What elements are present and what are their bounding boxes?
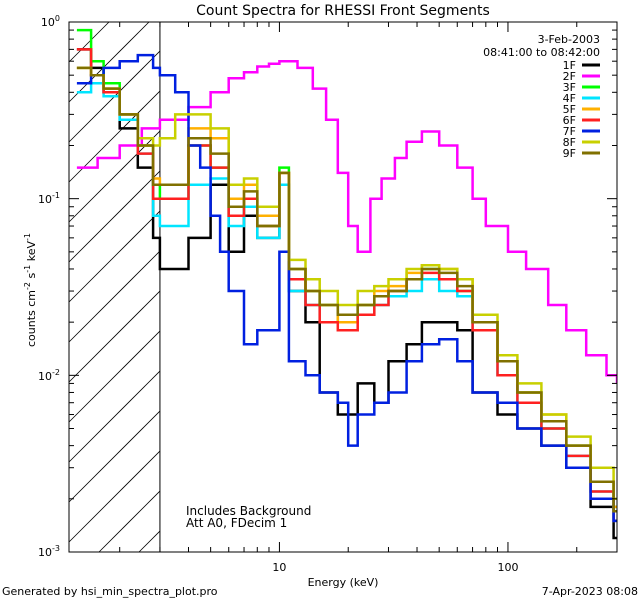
y-tick-label-0: 100 xyxy=(41,14,60,29)
hatch-line xyxy=(68,290,161,383)
annotation-background: Includes Background xyxy=(186,504,311,518)
x-tick-label-100: 100 xyxy=(497,561,518,574)
footer-timestamp: 7-Apr-2023 08:08 xyxy=(542,585,638,598)
hatch-line xyxy=(68,370,161,463)
legend-label-1f: 1F xyxy=(563,59,576,72)
legend-label-8f: 8F xyxy=(563,136,576,149)
annotation-attenuator: Att A0, FDecim 1 xyxy=(186,516,287,530)
series-line-9f xyxy=(76,66,617,513)
y-tick-label-2: 10-2 xyxy=(38,368,60,383)
hatch-line xyxy=(68,330,161,423)
series-layer xyxy=(76,28,617,540)
hatch-line xyxy=(68,21,110,63)
legend-label-7f: 7F xyxy=(563,125,576,138)
legend-label-3f: 3F xyxy=(563,81,576,94)
hatch-line xyxy=(68,210,161,303)
plot-frame xyxy=(68,21,618,553)
hatch-line xyxy=(98,490,161,553)
hatch-line xyxy=(138,530,161,553)
legend-label-2f: 2F xyxy=(563,70,576,83)
hatch-line xyxy=(68,21,150,103)
x-axis-label: Energy (keV) xyxy=(308,576,379,589)
hatch-line xyxy=(68,250,161,343)
x-tick-label-10: 10 xyxy=(272,561,286,574)
legend-label-9f: 9F xyxy=(563,147,576,160)
y-axis-label: counts cm-2 s-1 keV-1 xyxy=(23,233,38,347)
time-range-label: 08:41:00 to 08:42:00 xyxy=(483,46,600,59)
legend-label-5f: 5F xyxy=(563,103,576,116)
series-line-2f xyxy=(76,59,617,384)
series-line-7f xyxy=(76,53,617,523)
legend-label-4f: 4F xyxy=(563,92,576,105)
footer-generated-by: Generated by hsi_min_spectra_plot.pro xyxy=(2,585,218,598)
hatch-line xyxy=(68,450,161,543)
legend: 1F 2F 3F 4F 5F 6F 7F 8F 9F xyxy=(563,59,600,160)
hatch-line xyxy=(68,170,161,263)
legend-label-6f: 6F xyxy=(563,114,576,127)
chart-title: Count Spectra for RHESSI Front Segments xyxy=(196,3,490,19)
date-label: 3-Feb-2003 xyxy=(538,33,600,46)
y-tick-label-3: 10-3 xyxy=(38,544,60,559)
y-tick-label-1: 10-1 xyxy=(38,191,60,206)
hatch-line xyxy=(68,410,161,503)
axis-ticks xyxy=(69,21,618,553)
